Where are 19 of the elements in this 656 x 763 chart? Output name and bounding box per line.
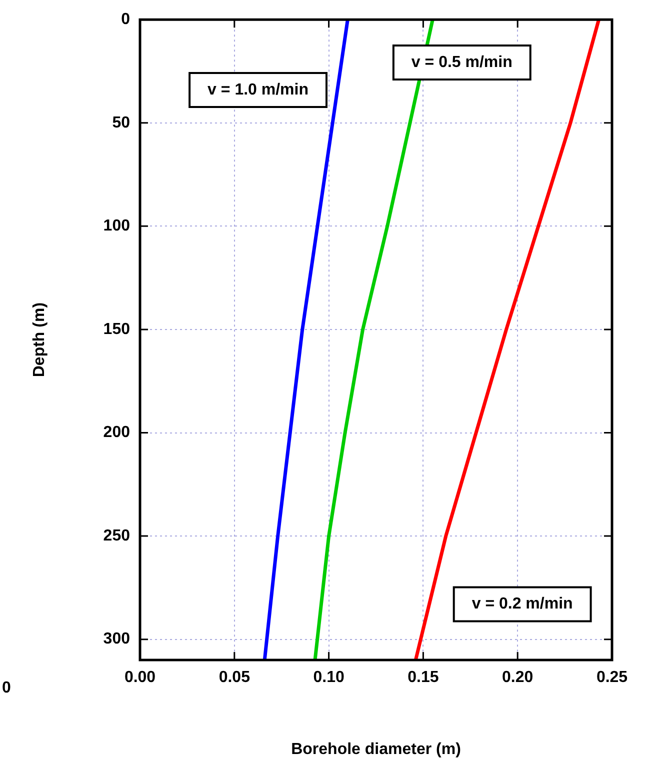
series-label: v = 0.5 m/min <box>411 54 512 71</box>
y-tick-label: 200 <box>103 424 130 442</box>
y-tick-label: 0 <box>121 11 130 28</box>
series-label: v = 1.0 m/min <box>208 81 308 98</box>
x-tick-label: 0.25 <box>596 669 628 686</box>
x-tick-label: 0.00 <box>124 669 156 686</box>
y-tick-label: 300 <box>103 630 130 648</box>
x-axis-title: Borehole diameter (m) <box>291 740 461 758</box>
y-tick-label: 50 <box>112 114 130 132</box>
text: 0 <box>2 679 11 696</box>
y-tick-label: 150 <box>103 320 130 338</box>
x-tick-label: 0.20 <box>502 669 534 686</box>
x-tick-label: 0.15 <box>408 669 439 686</box>
y-tick-label: 250 <box>103 527 130 544</box>
x-tick-label: 0.05 <box>218 669 250 686</box>
text: v = 0.2 m/min <box>472 596 573 613</box>
x-tick-label: 0.10 <box>313 669 344 686</box>
y-tick-label: 100 <box>103 218 130 235</box>
y-axis-title: Depth (m) <box>31 302 48 378</box>
